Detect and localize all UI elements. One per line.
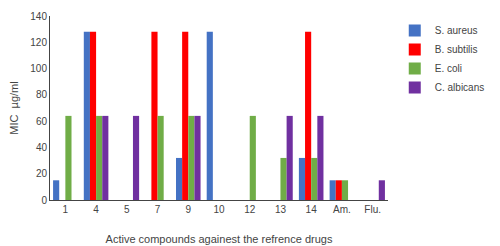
svg-text:Am.: Am.	[333, 204, 351, 215]
svg-text:9: 9	[185, 204, 191, 215]
svg-text:100: 100	[30, 63, 47, 74]
svg-text:Active compounds againest the: Active compounds againest the refrence d…	[106, 233, 333, 245]
svg-text:E. coli: E. coli	[435, 63, 462, 74]
svg-text:120: 120	[30, 37, 47, 48]
svg-text:7: 7	[155, 204, 161, 215]
svg-text:20: 20	[36, 168, 48, 179]
svg-text:40: 40	[36, 142, 48, 153]
svg-text:140: 140	[30, 11, 47, 22]
svg-text:5: 5	[124, 204, 130, 215]
svg-text:S. aureus: S. aureus	[435, 25, 478, 36]
svg-text:14: 14	[306, 204, 318, 215]
svg-text:C. albicans: C. albicans	[435, 82, 484, 93]
svg-text:12: 12	[244, 204, 256, 215]
svg-text:B. subtilis: B. subtilis	[435, 44, 478, 55]
svg-text:13: 13	[275, 204, 287, 215]
svg-text:MIC µg/ml: MIC µg/ml	[8, 81, 20, 134]
svg-text:0: 0	[41, 195, 47, 206]
svg-text:10: 10	[213, 204, 225, 215]
svg-text:80: 80	[36, 89, 48, 100]
svg-text:Flu.: Flu.	[364, 204, 381, 215]
svg-text:60: 60	[36, 116, 48, 127]
svg-text:4: 4	[93, 204, 99, 215]
svg-text:1: 1	[63, 204, 69, 215]
